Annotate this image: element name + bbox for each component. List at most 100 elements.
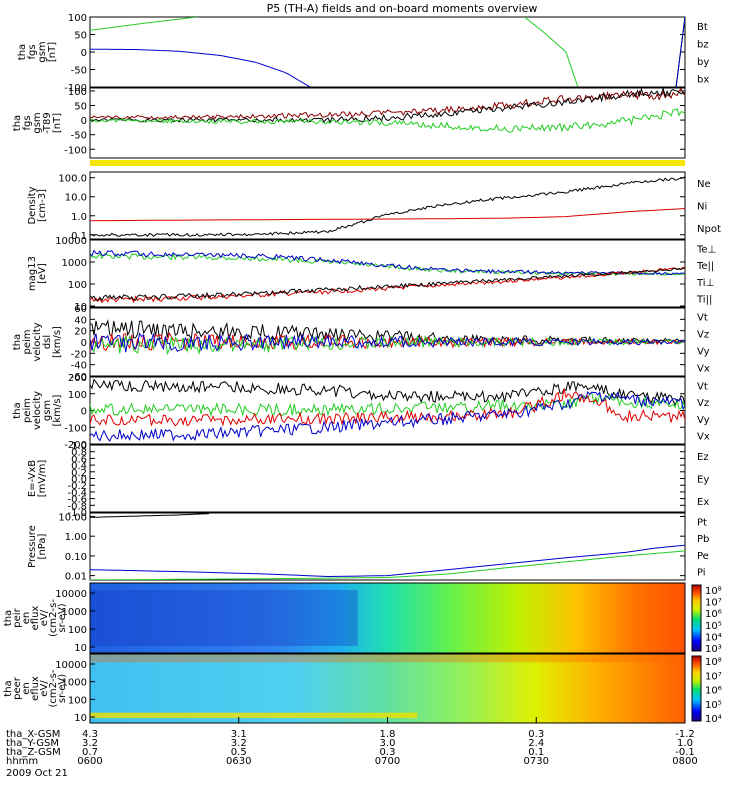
legend: Pt Pb Pe Pi [697,517,709,578]
y-axis-label: tha [17,44,28,60]
y-tick-label: 100 [68,13,87,24]
spectrogram-image [90,654,685,723]
series-by [523,17,579,87]
legend-entry: bx [697,74,709,85]
y-tick-label: 10 [74,302,87,313]
y-axis-label: eV/ [39,609,50,626]
y-tick-label: 1000 [62,607,87,618]
panel-pressure: 10.00 1.00 0.10 0.01 Pressure [nPa] Pt Pb Pe Pi [27,512,709,582]
legend-entry: Vt [697,313,708,324]
x-axis-labels: tha_X-GSM 4.3 3.1 1.8 0.3 -1.2 tha_Y-GSM 3.2 3.2… [6,717,698,779]
y-axis-label: -T89 [42,112,53,134]
panel-frame [89,16,686,88]
colorbar [691,584,702,652]
series-black [90,88,685,124]
spectrogram-peer: 10000 1000 100 10 thapeerenefluxeV/(cm2-s-sr… [3,653,722,725]
y-tick-label: 0.01 [65,572,87,583]
y-tick-label: 0.6 [71,454,87,465]
series-Ne [90,208,685,222]
x-tick-label: 0.1 [528,747,544,758]
y-axis-label: tha [12,334,23,350]
series-Vz [90,388,685,427]
y-axis-label: eflux [30,676,41,701]
panel-peim-gsm: 200 100 0 -100 -200 tha peim velocity gsm [km/s] V… [12,373,710,451]
colorbar [691,655,702,722]
y-axis-label: fgs [22,115,33,130]
y-tick-label: 50 [74,31,87,42]
y-tick-label: 1.0 [71,441,87,452]
panel-frame [89,582,686,654]
colorbar-label: 10⁷ [705,671,722,682]
colorbar-label: 10⁶ [705,686,722,697]
y-axis-label: sr-eV) [57,674,68,703]
series-Pi [90,544,685,578]
series-Vx [90,391,685,442]
panel-fgs-t89: 100 50 0 -50 -100 tha fgs gsm -T89 [nT] [12,87,686,159]
legend: Bt bz by bx [697,22,709,86]
legend-entry: Vy [697,347,710,358]
series-Ni [90,176,685,238]
y-tick-label: 100 [68,695,87,706]
colorbar-label: 10⁸ [705,586,722,597]
y-axis-label: [mV/m] [37,460,48,498]
legend-entry: Vx [697,364,710,375]
legend-entry: Vt [697,381,708,392]
y-tick-label: 10.0 [65,193,87,204]
spectrogram-band [90,712,418,719]
y-tick-label: 50 [74,102,87,113]
y-axis-label: Pressure [27,525,38,568]
x-tick-label: 0800 [672,756,697,767]
legend-entry: Vz [697,398,709,409]
panel-temp: 10000 1000 100 10 mag13 [eV] Te⊥ Te|| Ti⊥ Ti|| [27,236,716,313]
y-tick-label: -100 [64,83,87,94]
legend: Ne Ni Npot [697,179,721,235]
figure-title: P5 (TH-A) fields and on-board moments ov… [267,2,538,15]
legend-entry: Ti|| [696,295,712,306]
y-tick-label: 10.00 [58,512,87,523]
x-row-label: tha_X-GSM [6,729,60,740]
y-tick-label: 0.4 [71,461,87,472]
y-tick-label: 60 [74,304,87,315]
spectrogram-peir: 10000 1000 100 10 thapeirenefluxeV/(cm2-s-sr… [3,582,722,655]
legend: Vt Vz Vy Vx [697,313,710,375]
x-tick-label: 3.0 [380,738,396,749]
x-tick-label: 0.3 [380,747,396,758]
y-tick-label: 100 [68,87,87,98]
y-tick-label: 100 [68,280,87,291]
y-axis-label: mag13 [27,256,38,291]
x-tick-label: 4.3 [82,729,98,740]
series-bx [675,17,685,87]
y-tick-label: 0.8 [71,448,87,459]
legend-entry: Ey [697,475,709,486]
y-tick-label: -100 [64,423,87,434]
y-tick-label: 40 [74,315,87,326]
y-axis-label: fgs [27,44,38,59]
panel-fgs: 100 50 0 -50 -100 tha fgs gsm [nT] Bt bz by bx [17,13,709,94]
panel-frame [89,512,686,581]
series-Pt [90,513,210,518]
panel-efield: 1.00.80.60.40.20.0-0.2-0.4-0.6-0.8-1.0 E=… [27,441,709,519]
y-tick-label: 0 [81,48,87,59]
y-axis-label: tha [3,680,14,696]
series-darkred [90,88,685,120]
legend-entry: Vx [697,432,710,443]
x-tick-label: 2.4 [528,738,544,749]
series-Vt [90,319,685,345]
x-tick-label: 0.7 [82,747,98,758]
series-bx [90,48,311,87]
y-tick-label: -200 [64,440,87,451]
legend: Ez Ey Ex [697,452,709,508]
x-tick-label: 0700 [375,756,400,767]
legend-entry: Ez [697,452,709,463]
legend-entry: Pb [697,534,709,545]
legend: Te⊥ Te|| Ti⊥ Ti|| [696,244,716,305]
x-tick-label: 1.0 [677,738,693,749]
y-axis-label: (cm2-s- [48,669,59,707]
y-axis-label: [cm-3] [37,189,48,222]
spectrogram-band [90,590,358,646]
colorbar-label: 10⁴ [705,714,722,725]
y-axis-label: gsm [42,400,53,421]
series-green [90,108,685,133]
date-label: 2009 Oct 21 [6,768,68,779]
